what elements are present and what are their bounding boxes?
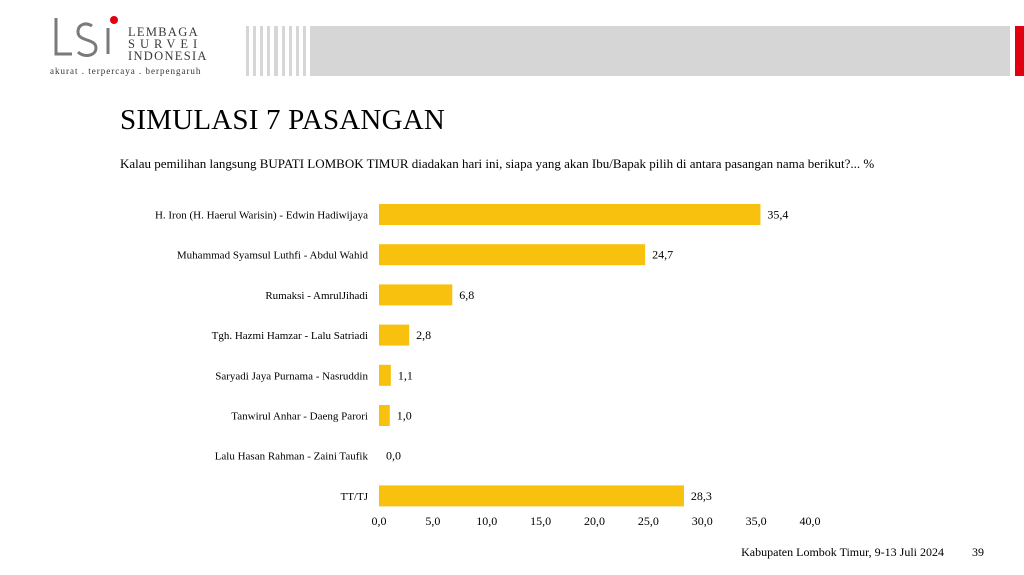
category-label-0: H. Iron (H. Haerul Warisin) - Edwin Hadi… <box>155 210 368 222</box>
category-label-5: Tanwirul Anhar - Daeng Parori <box>231 411 368 423</box>
header-stripes <box>246 26 306 76</box>
bar-3 <box>379 324 410 346</box>
category-label-7: TT/TJ <box>341 491 369 503</box>
category-label-6: Lalu Hasan Rahman - Zaini Taufik <box>215 451 369 463</box>
slide-title: SIMULASI 7 PASANGAN <box>120 104 446 136</box>
value-label-5: 1,0 <box>397 409 412 423</box>
logo-mark-icon <box>54 16 118 57</box>
value-label-6: 0,0 <box>386 449 401 463</box>
x-tick-label-7: 35,0 <box>746 514 767 528</box>
bar-4 <box>379 364 391 386</box>
value-label-3: 2,8 <box>416 328 431 342</box>
value-label-0: 35,4 <box>767 208 788 222</box>
x-tick-label-2: 10,0 <box>476 514 497 528</box>
logo-text: LEMBAGA SURVEI INDONESIA <box>128 25 208 63</box>
category-label-3: Tgh. Hazmi Hamzar - Lalu Satriadi <box>212 330 368 342</box>
header-band <box>310 26 1010 76</box>
bar-5 <box>379 405 390 426</box>
x-tick-label-5: 25,0 <box>638 514 659 528</box>
category-label-1: Muhammad Syamsul Luthfi - Abdul Wahid <box>177 250 369 262</box>
logo-line-3: INDONESIA <box>128 49 208 63</box>
logo-tagline: akurat . terpercaya . berpengaruh <box>50 66 202 76</box>
value-label-7: 28,3 <box>691 489 712 503</box>
x-tick-label-4: 20,0 <box>584 514 605 528</box>
header-accent <box>1015 26 1024 76</box>
lsi-logo: LEMBAGA SURVEI INDONESIA akurat . terper… <box>48 14 238 78</box>
footer-text: Kabupaten Lombok Timur, 9-13 Juli 2024 <box>741 545 944 559</box>
bar-7 <box>379 485 684 507</box>
category-label-2: Rumaksi - AmrulJihadi <box>265 290 368 302</box>
logo-line-1: LEMBAGA <box>128 25 199 39</box>
x-tick-label-6: 30,0 <box>692 514 713 528</box>
bar-1 <box>379 244 646 266</box>
x-tick-label-1: 5,0 <box>425 514 440 528</box>
value-label-2: 6,8 <box>459 288 474 302</box>
x-tick-label-3: 15,0 <box>530 514 551 528</box>
value-label-4: 1,1 <box>398 368 413 382</box>
bar-0 <box>379 204 761 225</box>
x-tick-label-8: 40,0 <box>800 514 821 528</box>
page-number: 39 <box>972 545 984 559</box>
x-tick-label-0: 0,0 <box>372 514 387 528</box>
survey-question: Kalau pemilihan langsung BUPATI LOMBOK T… <box>120 156 875 171</box>
logo-line-2: SURVEI <box>128 37 203 51</box>
category-label-4: Saryadi Jaya Purnama - Nasruddin <box>215 370 368 382</box>
bar-2 <box>379 284 453 306</box>
value-label-1: 24,7 <box>652 248 673 262</box>
